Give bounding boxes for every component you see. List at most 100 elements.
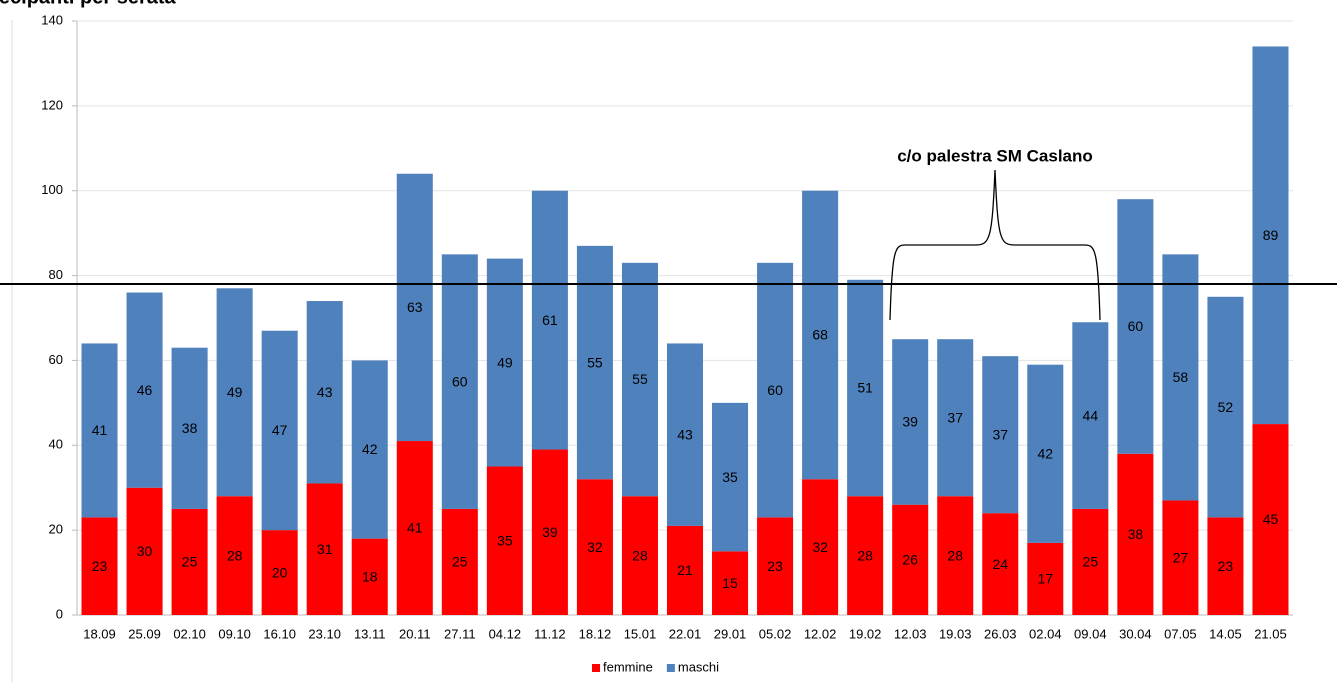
x-tick-label: 09.04: [1074, 626, 1107, 641]
y-tick-label: 20: [49, 522, 63, 537]
x-tick-label: 29.01: [714, 626, 747, 641]
legend-label: maschi: [678, 659, 719, 674]
x-tick-label: 02.04: [1029, 626, 1062, 641]
data-label: 26: [902, 552, 918, 568]
data-label: 32: [812, 539, 828, 555]
data-label: 60: [767, 382, 783, 398]
data-label: 89: [1263, 227, 1279, 243]
x-tick-label: 15.01: [624, 626, 657, 641]
bar-segment: [126, 487, 163, 615]
data-label: 38: [182, 420, 198, 436]
data-label: 55: [587, 354, 603, 370]
x-tick-label: 14.05: [1209, 626, 1242, 641]
data-label: 52: [1218, 399, 1234, 415]
data-label: 35: [722, 469, 738, 485]
data-label: 28: [947, 547, 963, 563]
bar-segment: [847, 279, 884, 497]
data-label: 41: [92, 422, 108, 438]
data-label: 47: [272, 422, 288, 438]
x-tick-label: 21.05: [1254, 626, 1287, 641]
bar-segment: [486, 466, 523, 615]
data-label: 46: [137, 382, 153, 398]
bar-segment: [1027, 542, 1064, 615]
bar-segment: [892, 339, 929, 505]
x-tick-label: 09.10: [218, 626, 251, 641]
x-tick-label: 23.10: [308, 626, 341, 641]
data-label: 15: [722, 575, 738, 591]
x-tick-label: 02.10: [173, 626, 206, 641]
data-label: 25: [182, 554, 198, 570]
chart-title: Partecipanti per serata: [0, 0, 177, 8]
bar-segment: [757, 517, 794, 615]
bar-segment: [1117, 453, 1154, 615]
bar-segment: [81, 517, 118, 615]
x-tick-label: 07.05: [1164, 626, 1197, 641]
bar-segment: [1207, 517, 1244, 615]
data-label: 31: [317, 541, 333, 557]
x-tick-label: 04.12: [489, 626, 522, 641]
data-label: 39: [542, 524, 558, 540]
data-label: 43: [677, 426, 693, 442]
x-tick-label: 30.04: [1119, 626, 1152, 641]
data-label: 18: [362, 569, 378, 585]
data-label: 23: [92, 558, 108, 574]
data-label: 17: [1038, 571, 1054, 587]
data-label: 44: [1083, 407, 1099, 423]
legend-swatch: [592, 664, 600, 672]
bar-segment: [126, 292, 163, 488]
bar-segment: [171, 347, 208, 509]
bar-segment: [306, 483, 343, 615]
bar-segment: [486, 258, 523, 467]
bar-segment: [982, 356, 1019, 514]
bar-segment: [81, 343, 118, 518]
bar-segment: [441, 508, 478, 615]
data-label: 42: [362, 441, 378, 457]
data-label: 45: [1263, 511, 1279, 527]
data-label: 25: [452, 554, 468, 570]
y-tick-label: 0: [56, 606, 63, 621]
bar-segment: [441, 254, 478, 509]
bar-segment: [982, 513, 1019, 615]
bar-segment: [937, 496, 974, 615]
bar-segment: [712, 402, 749, 552]
data-label: 32: [587, 539, 603, 555]
bar-segment: [396, 441, 433, 615]
bar-segment: [1207, 296, 1244, 518]
bar-segment: [351, 360, 388, 539]
bar-segment: [1117, 199, 1154, 454]
bar-segment: [802, 479, 839, 615]
data-label: 38: [1128, 526, 1144, 542]
bar-segment: [216, 496, 253, 615]
data-label: 24: [992, 556, 1008, 572]
x-tick-label: 05.02: [759, 626, 792, 641]
data-label: 41: [407, 520, 423, 536]
data-label: 60: [452, 373, 468, 389]
x-tick-label: 19.03: [939, 626, 972, 641]
data-label: 37: [992, 426, 1008, 442]
data-label: 42: [1038, 445, 1054, 461]
data-label: 21: [677, 562, 693, 578]
bar-segment: [576, 479, 613, 615]
data-label: 68: [812, 327, 828, 343]
legend-label: femmine: [603, 659, 653, 674]
data-label: 23: [767, 558, 783, 574]
bar-segment: [621, 496, 658, 615]
data-label: 28: [632, 547, 648, 563]
x-tick-label: 26.03: [984, 626, 1017, 641]
y-tick-label: 80: [49, 267, 63, 282]
bar-segment: [757, 262, 794, 518]
data-label: 63: [407, 299, 423, 315]
legend-swatch: [666, 664, 675, 672]
data-label: 51: [857, 380, 873, 396]
y-tick-label: 140: [41, 12, 63, 27]
y-tick-label: 60: [49, 352, 63, 367]
data-label: 37: [947, 409, 963, 425]
data-label: 28: [857, 547, 873, 563]
x-tick-label: 27.11: [444, 626, 476, 641]
x-tick-label: 12.02: [804, 626, 837, 641]
bar-segment: [666, 525, 704, 615]
brace: [889, 169, 1101, 321]
bar-segment: [306, 301, 343, 484]
bar-segment: [261, 330, 298, 531]
